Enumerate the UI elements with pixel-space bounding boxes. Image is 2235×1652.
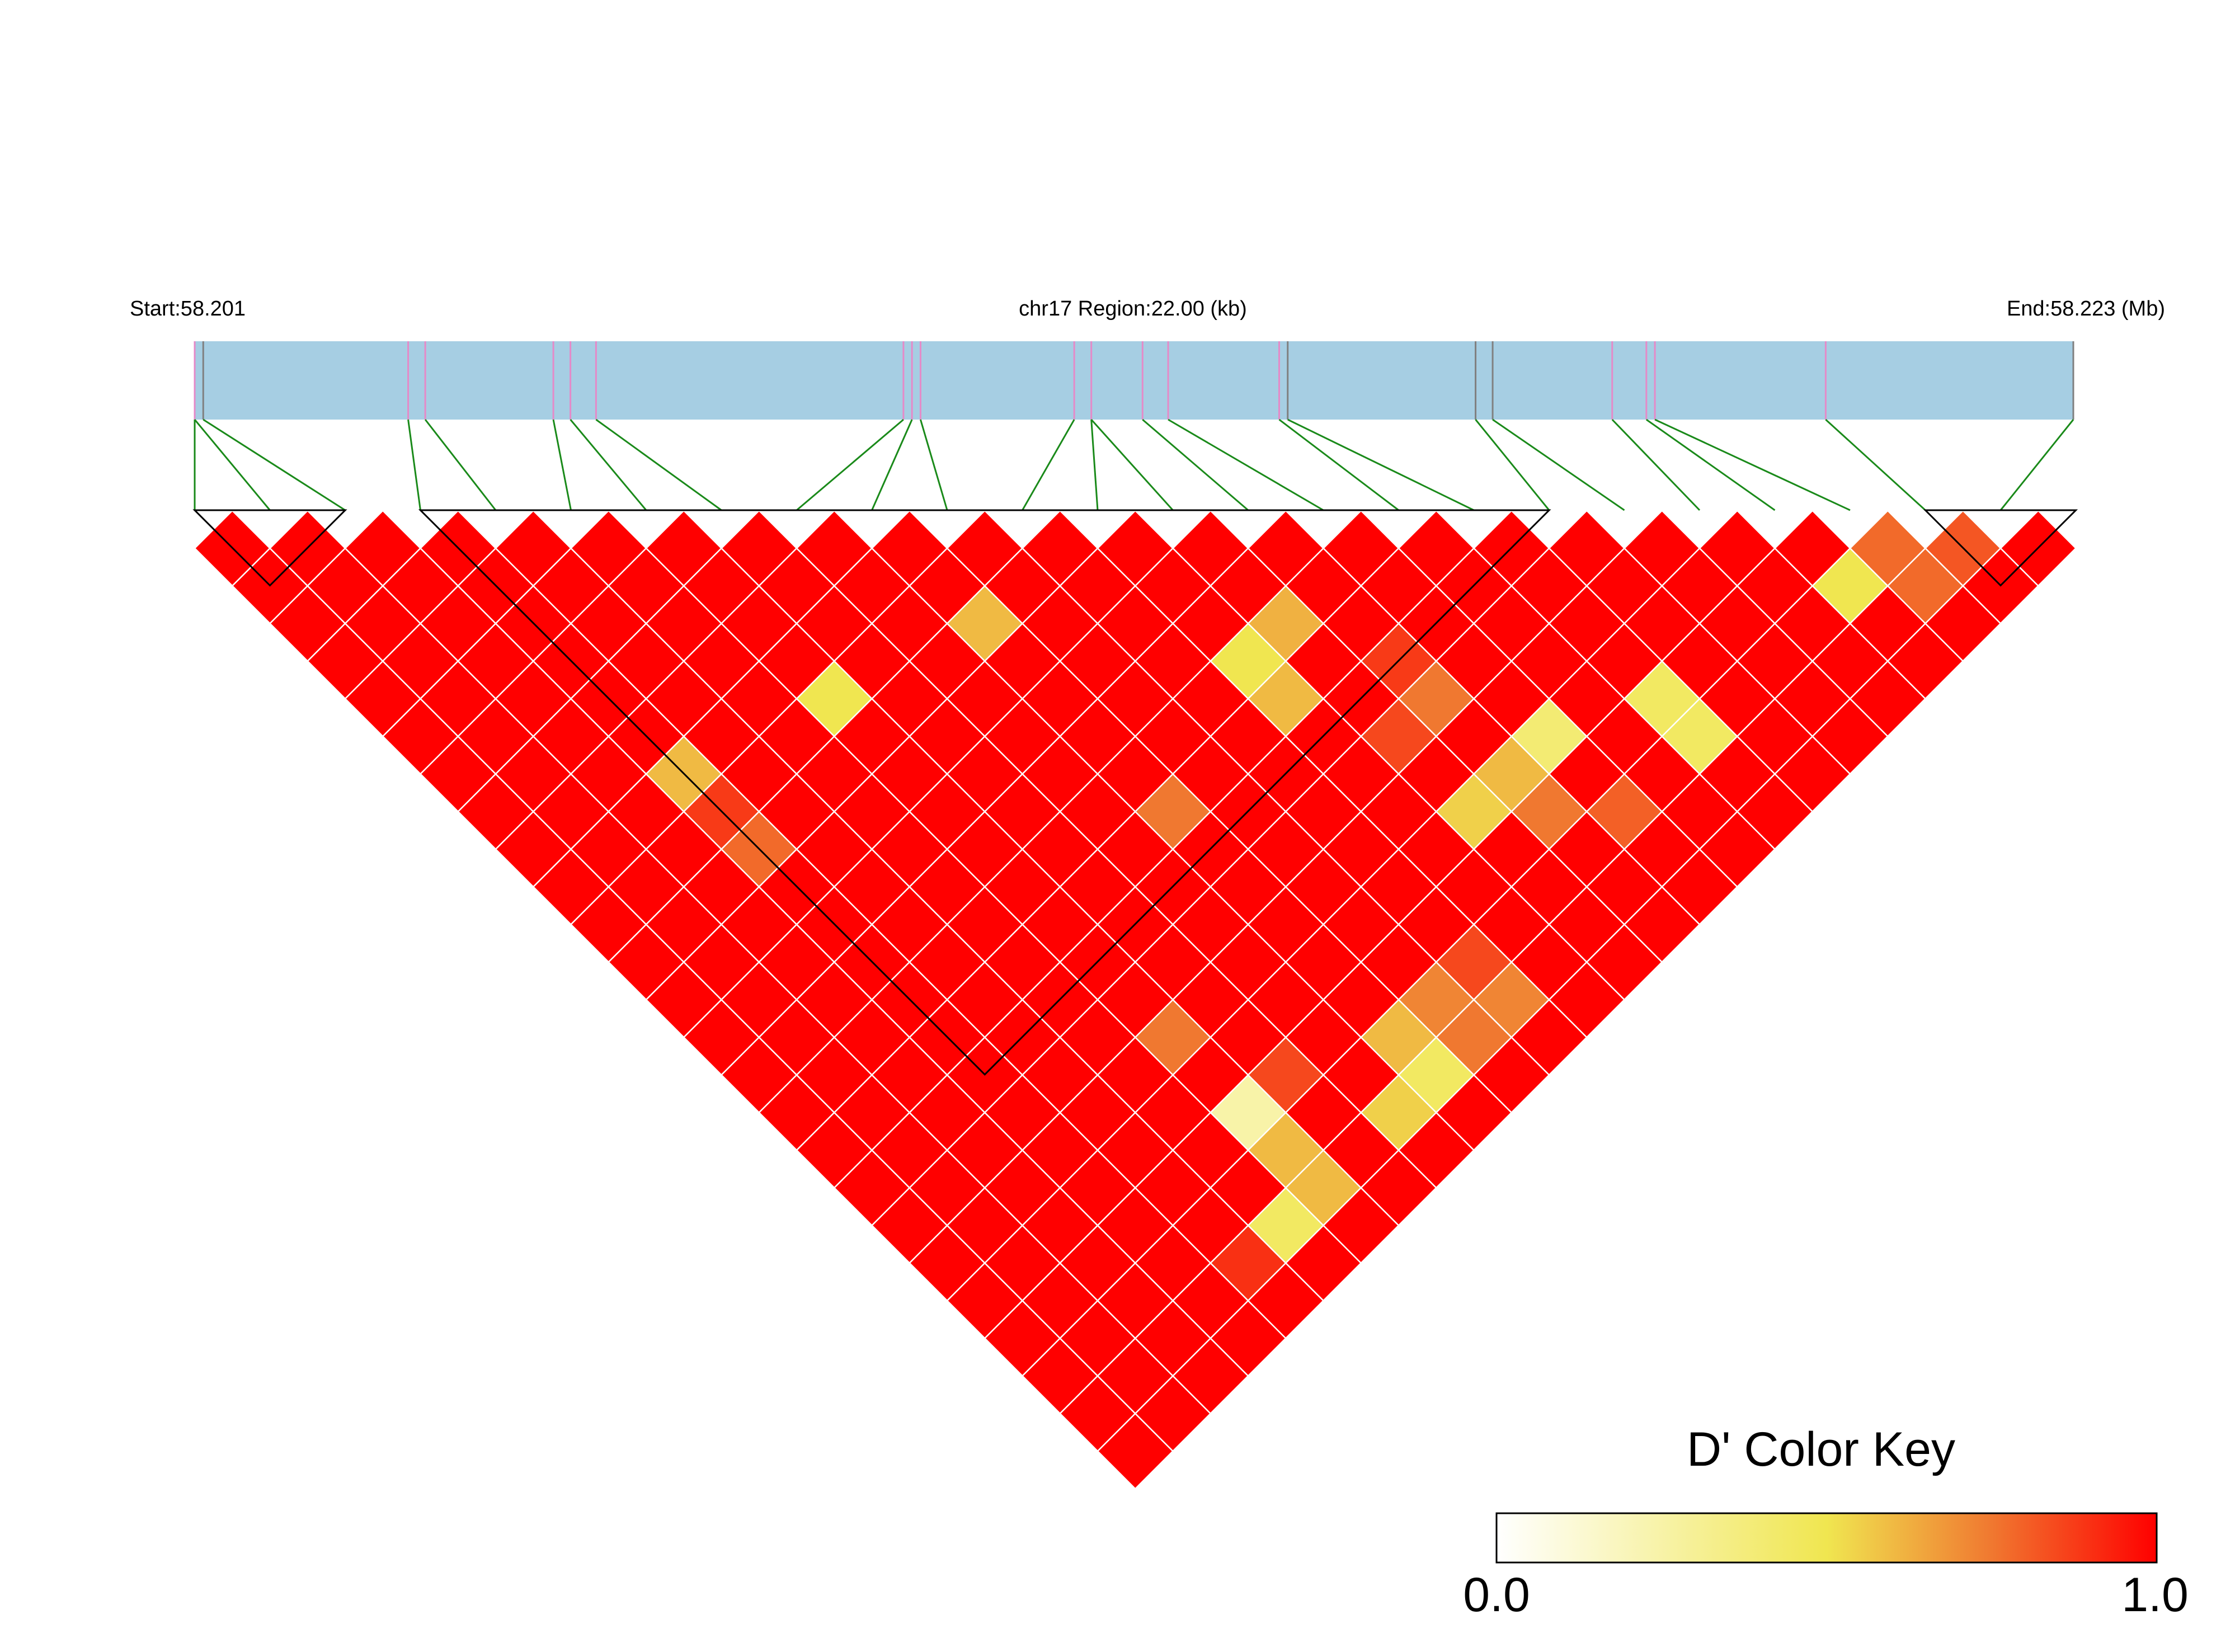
snp-connector-line [1168, 418, 1324, 511]
snp-connector-line [595, 418, 722, 511]
region-start-label: Start:58.201 [130, 297, 246, 321]
color-key-title: D' Color Key [1687, 1423, 1955, 1476]
snp-connector-line [796, 418, 904, 511]
ld-block-outline [418, 509, 1551, 1076]
snp-connector-line [1492, 418, 1625, 511]
snp-connector-line [1475, 419, 1550, 511]
region-end-label: End:58.223 (Mb) [2007, 297, 2165, 321]
ld-blocks [192, 509, 2078, 1076]
ld-block-outline [192, 509, 347, 587]
snp-connector-line [552, 419, 572, 511]
snp-connector-line [1654, 418, 1851, 511]
snp-connector-line [203, 418, 346, 511]
color-key-min-label: 0.0 [1463, 1568, 1530, 1622]
snp-connectors [194, 418, 2074, 511]
snp-connector-line [407, 419, 421, 511]
snp-connector-line [1611, 418, 1701, 511]
chromosome-region-bar [195, 341, 2073, 420]
color-key-gradient [1495, 1512, 2158, 1564]
snp-connector-line [1278, 418, 1399, 511]
snp-connector-line [194, 419, 271, 511]
snp-connector-line [1142, 418, 1249, 511]
snp-connector-line [1090, 419, 1099, 511]
region-title: chr17 Region:22.00 (kb) [1019, 297, 1247, 321]
color-key-max-label: 1.0 [2121, 1568, 2189, 1622]
snp-connector-line [424, 419, 497, 511]
snp-connector-line [1022, 419, 1075, 511]
ld-block-outline [1923, 509, 2078, 587]
snp-connector-line [1090, 418, 1174, 511]
snp-connector-line [570, 419, 647, 511]
snp-connector-line [1999, 419, 2074, 511]
snp-connector-line [1645, 418, 1776, 511]
ld-cells [194, 509, 2077, 1490]
snp-connector-line [1825, 418, 1926, 511]
snp-markers [194, 341, 2074, 420]
snp-connector-line [919, 419, 948, 511]
snp-connector-line [1287, 418, 1475, 511]
snp-connector-line [871, 419, 913, 511]
